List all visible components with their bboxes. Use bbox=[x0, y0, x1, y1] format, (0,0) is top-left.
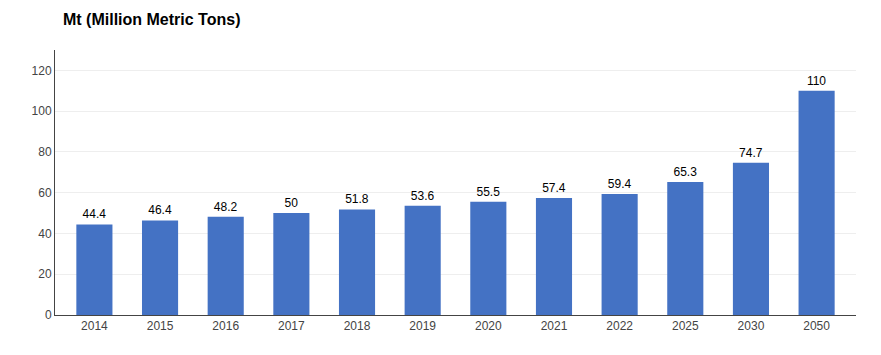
svg-text:57.4: 57.4 bbox=[542, 181, 566, 195]
svg-text:48.2: 48.2 bbox=[214, 200, 238, 214]
svg-text:80: 80 bbox=[38, 145, 52, 159]
svg-text:2015: 2015 bbox=[147, 319, 174, 333]
svg-text:44.4: 44.4 bbox=[83, 207, 107, 221]
svg-text:Mt (Million Metric Tons): Mt (Million Metric Tons) bbox=[63, 11, 240, 28]
svg-text:74.7: 74.7 bbox=[739, 146, 763, 160]
svg-text:20: 20 bbox=[38, 267, 52, 281]
svg-text:2014: 2014 bbox=[81, 319, 108, 333]
svg-text:46.4: 46.4 bbox=[148, 203, 172, 217]
svg-text:2019: 2019 bbox=[409, 319, 436, 333]
svg-text:2025: 2025 bbox=[672, 319, 699, 333]
svg-text:65.3: 65.3 bbox=[673, 165, 697, 179]
svg-text:59.4: 59.4 bbox=[608, 177, 632, 191]
svg-text:0: 0 bbox=[45, 308, 52, 322]
svg-text:2018: 2018 bbox=[344, 319, 371, 333]
svg-text:100: 100 bbox=[32, 104, 52, 118]
svg-text:40: 40 bbox=[38, 227, 52, 241]
svg-text:51.8: 51.8 bbox=[345, 192, 369, 206]
svg-text:120: 120 bbox=[32, 64, 52, 78]
svg-text:60: 60 bbox=[38, 186, 52, 200]
svg-text:53.6: 53.6 bbox=[411, 189, 435, 203]
svg-text:2021: 2021 bbox=[541, 319, 568, 333]
svg-text:2020: 2020 bbox=[475, 319, 502, 333]
svg-text:2017: 2017 bbox=[278, 319, 305, 333]
svg-text:2022: 2022 bbox=[606, 319, 633, 333]
svg-text:50: 50 bbox=[285, 196, 299, 210]
svg-text:110: 110 bbox=[807, 74, 826, 88]
svg-text:2030: 2030 bbox=[738, 319, 765, 333]
svg-text:2016: 2016 bbox=[212, 319, 239, 333]
svg-text:55.5: 55.5 bbox=[476, 185, 500, 199]
svg-text:2050: 2050 bbox=[803, 319, 830, 333]
